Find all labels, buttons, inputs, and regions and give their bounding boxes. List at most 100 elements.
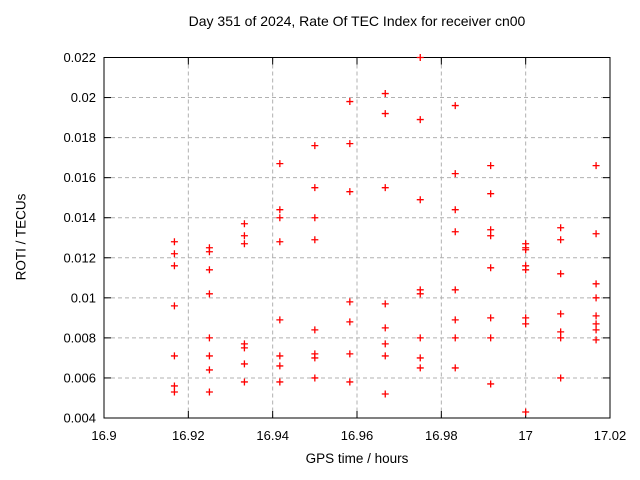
- x-tick-label: 17: [518, 428, 532, 443]
- y-tick-label: 0.01: [71, 290, 96, 305]
- data-point-marker: [557, 270, 565, 278]
- data-point-marker: [205, 388, 213, 396]
- data-point-marker: [276, 214, 284, 222]
- data-point-marker: [170, 382, 178, 390]
- data-point-marker: [416, 196, 424, 204]
- data-point-marker: [451, 102, 459, 110]
- data-point-marker: [276, 378, 284, 386]
- data-point-marker: [205, 366, 213, 374]
- data-point-marker: [487, 264, 495, 272]
- data-point-marker: [592, 336, 600, 344]
- data-point-marker: [451, 286, 459, 294]
- data-point-marker: [346, 98, 354, 106]
- data-point-marker: [522, 266, 530, 274]
- data-point-marker: [311, 354, 319, 362]
- plot-border: [103, 57, 611, 419]
- data-point-marker: [381, 390, 389, 398]
- data-point-marker: [592, 294, 600, 302]
- data-point-marker: [522, 408, 530, 416]
- data-point-marker: [346, 140, 354, 148]
- data-point-marker: [381, 90, 389, 98]
- data-point-marker: [240, 240, 248, 248]
- x-tick-label: 16.92: [172, 428, 205, 443]
- data-point-marker: [311, 214, 319, 222]
- data-point-marker: [522, 246, 530, 254]
- data-point-marker: [170, 250, 178, 258]
- data-point-marker: [592, 230, 600, 238]
- data-point-marker: [487, 232, 495, 240]
- data-point-marker: [416, 54, 424, 61]
- data-point-marker: [346, 298, 354, 306]
- data-point-marker: [205, 248, 213, 256]
- x-tick-label: 17.02: [594, 428, 627, 443]
- data-point-marker: [416, 354, 424, 362]
- data-point-marker: [240, 220, 248, 228]
- y-tick-label: 0.008: [63, 330, 96, 345]
- data-point-marker: [240, 344, 248, 352]
- data-point-marker: [522, 320, 530, 328]
- data-point-marker: [240, 360, 248, 368]
- data-point-marker: [416, 290, 424, 298]
- data-point-marker: [451, 206, 459, 214]
- data-point-marker: [240, 378, 248, 386]
- y-tick-label: 0.022: [63, 50, 96, 65]
- data-point-marker: [346, 188, 354, 196]
- x-tick-label: 16.94: [256, 428, 289, 443]
- data-point-marker: [311, 374, 319, 382]
- y-tick-label: 0.004: [63, 411, 96, 426]
- data-point-marker: [487, 190, 495, 198]
- data-point-marker: [451, 170, 459, 178]
- data-point-marker: [487, 226, 495, 234]
- data-point-marker: [592, 312, 600, 320]
- data-point-marker: [170, 352, 178, 360]
- data-point-marker: [451, 334, 459, 342]
- data-point-marker: [346, 318, 354, 326]
- data-point-marker: [557, 236, 565, 244]
- data-point-marker: [592, 280, 600, 288]
- y-tick-label: 0.018: [63, 130, 96, 145]
- data-point-marker: [205, 266, 213, 274]
- data-point-marker: [276, 352, 284, 360]
- data-point-marker: [592, 162, 600, 170]
- x-tick-label: 16.98: [425, 428, 458, 443]
- data-point-marker: [416, 116, 424, 124]
- data-point-marker: [487, 314, 495, 322]
- data-point-marker: [381, 184, 389, 192]
- data-point-marker: [416, 364, 424, 372]
- x-axis-label: GPS time / hours: [305, 451, 409, 466]
- data-point-marker: [487, 334, 495, 342]
- data-point-marker: [381, 352, 389, 360]
- data-point-marker: [346, 350, 354, 358]
- y-tick-label: 0.016: [63, 170, 96, 185]
- data-point-marker: [346, 378, 354, 386]
- x-tick-label: 16.96: [341, 428, 374, 443]
- data-point-marker: [311, 184, 319, 192]
- chart-title: Day 351 of 2024, Rate Of TEC Index for r…: [188, 13, 526, 29]
- data-point-marker: [522, 314, 530, 322]
- data-point-marker: [276, 206, 284, 214]
- data-point-marker: [276, 316, 284, 324]
- data-point-marker: [240, 232, 248, 240]
- data-point-marker: [557, 328, 565, 336]
- data-point-marker: [170, 238, 178, 246]
- y-tick-label: 0.012: [63, 250, 96, 265]
- y-tick-label: 0.02: [71, 90, 96, 105]
- data-point-marker: [381, 324, 389, 332]
- data-point-marker: [592, 320, 600, 328]
- data-point-marker: [451, 316, 459, 324]
- data-point-marker: [205, 352, 213, 360]
- data-point-marker: [170, 388, 178, 396]
- data-point-marker: [170, 302, 178, 310]
- data-point-marker: [557, 224, 565, 232]
- data-point-marker: [205, 334, 213, 342]
- data-point-marker: [557, 310, 565, 318]
- data-point-marker: [170, 262, 178, 270]
- data-point-marker: [451, 228, 459, 236]
- x-tick-label: 16.9: [91, 428, 116, 443]
- data-point-marker: [276, 160, 284, 168]
- data-point-marker: [311, 236, 319, 244]
- data-point-marker: [276, 362, 284, 370]
- y-tick-label: 0.014: [63, 210, 96, 225]
